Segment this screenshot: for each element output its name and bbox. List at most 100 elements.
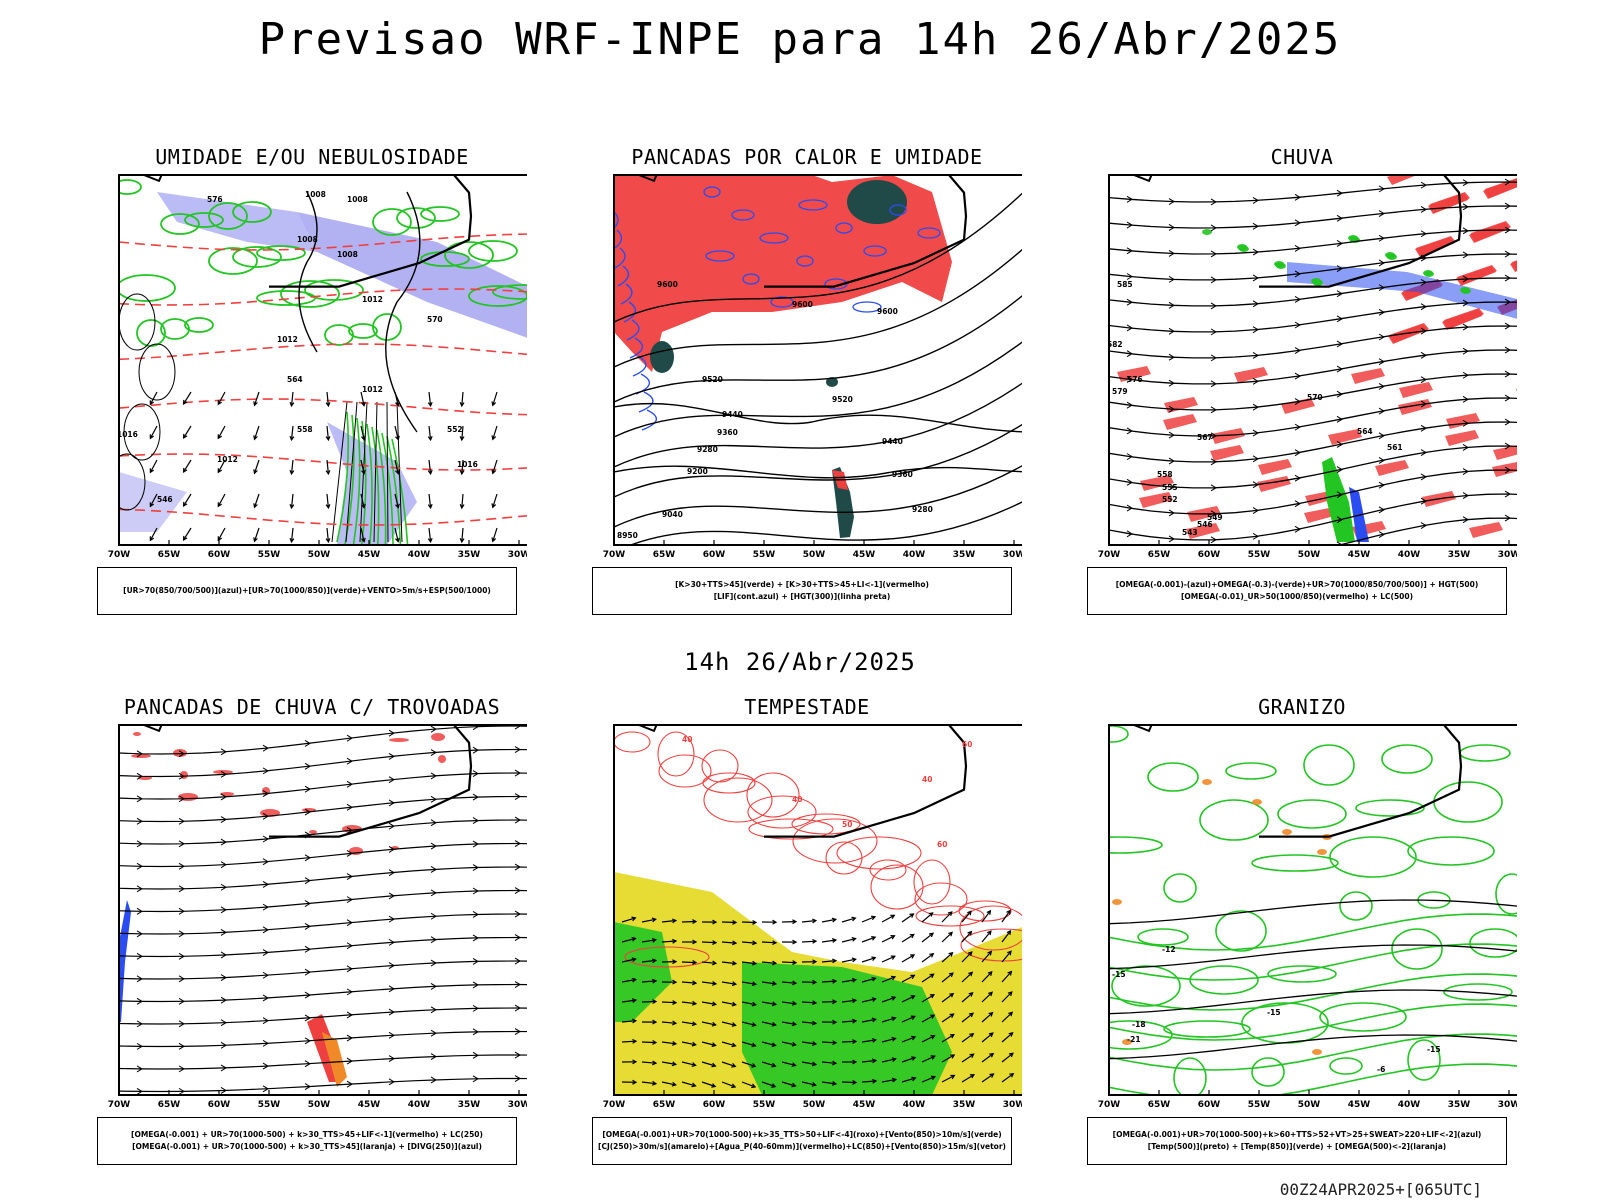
- wind-vector-head: [731, 1042, 737, 1048]
- flow-arrow: [220, 748, 227, 756]
- contour-label: 9280: [912, 505, 933, 514]
- temp-850-contour: [1329, 1057, 1363, 1075]
- wind-vector-head: [732, 940, 738, 946]
- wind-vector-head: [289, 537, 295, 544]
- flow-arrow: [1168, 301, 1175, 309]
- wind-vector-head: [891, 1077, 898, 1083]
- lon-tick-label: 60W: [1198, 550, 1221, 560]
- wind-vector: [901, 933, 915, 943]
- legend-line: [CJ(250)>30m/s](amarelo)+[Agua_P(40-60mm…: [598, 1142, 1006, 1151]
- flow-arrow: [472, 934, 479, 942]
- height-contour: [1109, 373, 1517, 411]
- map-frame: [613, 174, 1022, 546]
- wind-vector-head: [851, 998, 858, 1004]
- lifted-index-contour: [796, 255, 814, 267]
- wind-vector-head: [731, 1001, 737, 1007]
- wind-vector: [641, 918, 656, 923]
- contour-label: -6: [1377, 1065, 1385, 1074]
- wind-vector: [461, 425, 464, 441]
- wind-vector-head: [149, 502, 155, 508]
- flow-arrow: [262, 767, 269, 775]
- flow-arrow: [1420, 400, 1427, 408]
- flow-arrow: [1420, 497, 1427, 505]
- flow-arrow: [1168, 353, 1175, 361]
- wind-vector: [861, 977, 876, 983]
- wind-vector-head: [395, 503, 400, 509]
- flow-arrow: [304, 922, 311, 930]
- temp-850-contour: [1173, 1057, 1207, 1095]
- contour-label: 9520: [702, 375, 723, 384]
- flow-arrow: [1252, 248, 1259, 256]
- map-canvas: -12-15-18-21-15-15-612S15S18S21S24S27S30…: [1098, 724, 1517, 1110]
- water-vapour-contour: [746, 772, 800, 818]
- flow-arrow: [1126, 273, 1133, 280]
- flow-arrow: [220, 838, 227, 846]
- flow-arrow: [472, 725, 479, 731]
- wind-vector-head: [871, 997, 877, 1002]
- wind-vector: [721, 961, 736, 965]
- map-layers: [119, 725, 527, 1095]
- flow-arrow: [346, 1057, 353, 1065]
- wind-vector-head: [851, 977, 858, 983]
- flow-arrow: [1168, 509, 1175, 517]
- state-border: [1131, 175, 1153, 183]
- lon-tick-label: 55W: [753, 550, 776, 560]
- wind-vector: [326, 459, 329, 474]
- flow-arrow: [472, 770, 479, 778]
- wind-vector-head: [361, 537, 366, 543]
- flow-arrow: [1126, 375, 1133, 383]
- flow-arrow: [304, 739, 311, 747]
- thunderstorm-red-area: [173, 749, 187, 757]
- wind-vector: [1001, 1032, 1013, 1043]
- contour-label: 40: [682, 735, 692, 744]
- rain-area-green: [1423, 270, 1433, 276]
- flow-arrow: [1504, 274, 1511, 282]
- temp-850-contour: [1225, 762, 1277, 780]
- wind-vector-head: [909, 913, 915, 918]
- water-vapour-contour: [624, 946, 710, 968]
- flow-arrow: [430, 982, 437, 990]
- map-canvas: 12S15S18S21S24S27S30S33S36S39S42S70W65W6…: [108, 724, 527, 1110]
- flow-arrow: [1336, 441, 1343, 448]
- wind-vector: [621, 999, 636, 1003]
- flow-arrow: [262, 858, 269, 866]
- lifted-index-contour: [632, 355, 647, 377]
- humidity-low-contour: [280, 280, 340, 308]
- run-timestamp: 00Z24APR2025+[065UTC]: [1279, 1180, 1482, 1199]
- wind-vector-head: [772, 919, 778, 925]
- wind-vector-head: [182, 467, 188, 473]
- wind-vector-head: [1007, 991, 1013, 997]
- panel-title: PANCADAS DE CHUVA C/ TROVOADAS: [123, 695, 501, 719]
- coastline: [764, 175, 968, 288]
- wind-vector-head: [217, 536, 223, 542]
- flow-arrow: [304, 785, 311, 793]
- rain-area-green: [1274, 261, 1284, 267]
- wind-vector: [290, 527, 294, 542]
- wind-vector: [941, 1013, 954, 1023]
- wind-vector: [801, 1081, 816, 1086]
- water-vapour-contour: [836, 836, 922, 870]
- flow-arrow: [388, 985, 395, 993]
- wind-vector: [801, 1021, 816, 1024]
- wind-vector-head: [1008, 1052, 1014, 1058]
- wind-vector-head: [772, 940, 778, 946]
- lon-tick-label: 55W: [753, 1100, 776, 1110]
- wind-vector: [1001, 971, 1012, 983]
- flow-arrow: [388, 869, 395, 877]
- contour-label: 549: [1207, 513, 1223, 522]
- wind-vector-head: [871, 1037, 878, 1043]
- pressure-contour: [123, 403, 161, 461]
- streamline: [119, 725, 527, 755]
- lon-tick-label: 35W: [953, 550, 976, 560]
- rain-area-green: [1348, 235, 1358, 241]
- contour-label: -15: [1427, 1045, 1441, 1054]
- rain-area-red: [1234, 367, 1268, 383]
- wind-vector-head: [812, 918, 818, 924]
- flow-arrow: [136, 885, 143, 893]
- flow-arrow: [1504, 394, 1511, 402]
- wind-vector: [821, 1081, 836, 1085]
- rain-area-red: [1140, 475, 1174, 491]
- thunderstorm-red-area: [431, 733, 445, 741]
- flow-arrow: [1420, 206, 1427, 213]
- contour-label: 9360: [717, 428, 738, 437]
